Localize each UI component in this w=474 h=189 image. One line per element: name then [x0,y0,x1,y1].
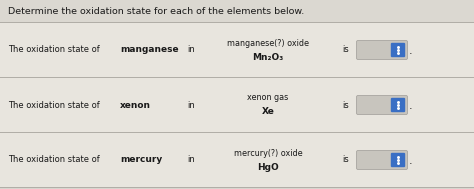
Text: in: in [187,101,195,109]
FancyBboxPatch shape [0,133,474,187]
Text: xenon gas: xenon gas [247,94,289,102]
Text: is: is [342,46,349,54]
Text: mercury(?) oxide: mercury(?) oxide [234,149,302,157]
FancyBboxPatch shape [391,43,405,57]
FancyBboxPatch shape [0,0,474,22]
Text: .: . [409,156,413,166]
Text: Xe: Xe [262,108,274,116]
FancyBboxPatch shape [0,78,474,132]
Text: manganese(?) oxide: manganese(?) oxide [227,39,309,47]
Text: Mn₂O₃: Mn₂O₃ [252,53,283,61]
FancyBboxPatch shape [391,153,405,167]
FancyBboxPatch shape [356,95,408,115]
FancyBboxPatch shape [0,23,474,77]
Text: in: in [187,46,195,54]
Text: The oxidation state of: The oxidation state of [8,101,100,109]
FancyBboxPatch shape [356,40,408,60]
Text: The oxidation state of: The oxidation state of [8,156,100,164]
Text: HgO: HgO [257,163,279,171]
Text: The oxidation state of: The oxidation state of [8,46,100,54]
Text: manganese: manganese [120,46,179,54]
Text: in: in [187,156,195,164]
FancyBboxPatch shape [391,98,405,112]
Text: .: . [409,101,413,111]
Text: .: . [409,46,413,56]
FancyBboxPatch shape [356,150,408,170]
Text: mercury: mercury [120,156,162,164]
Text: Determine the oxidation state for each of the elements below.: Determine the oxidation state for each o… [8,6,304,15]
Text: is: is [342,156,349,164]
Text: xenon: xenon [120,101,151,109]
Text: is: is [342,101,349,109]
